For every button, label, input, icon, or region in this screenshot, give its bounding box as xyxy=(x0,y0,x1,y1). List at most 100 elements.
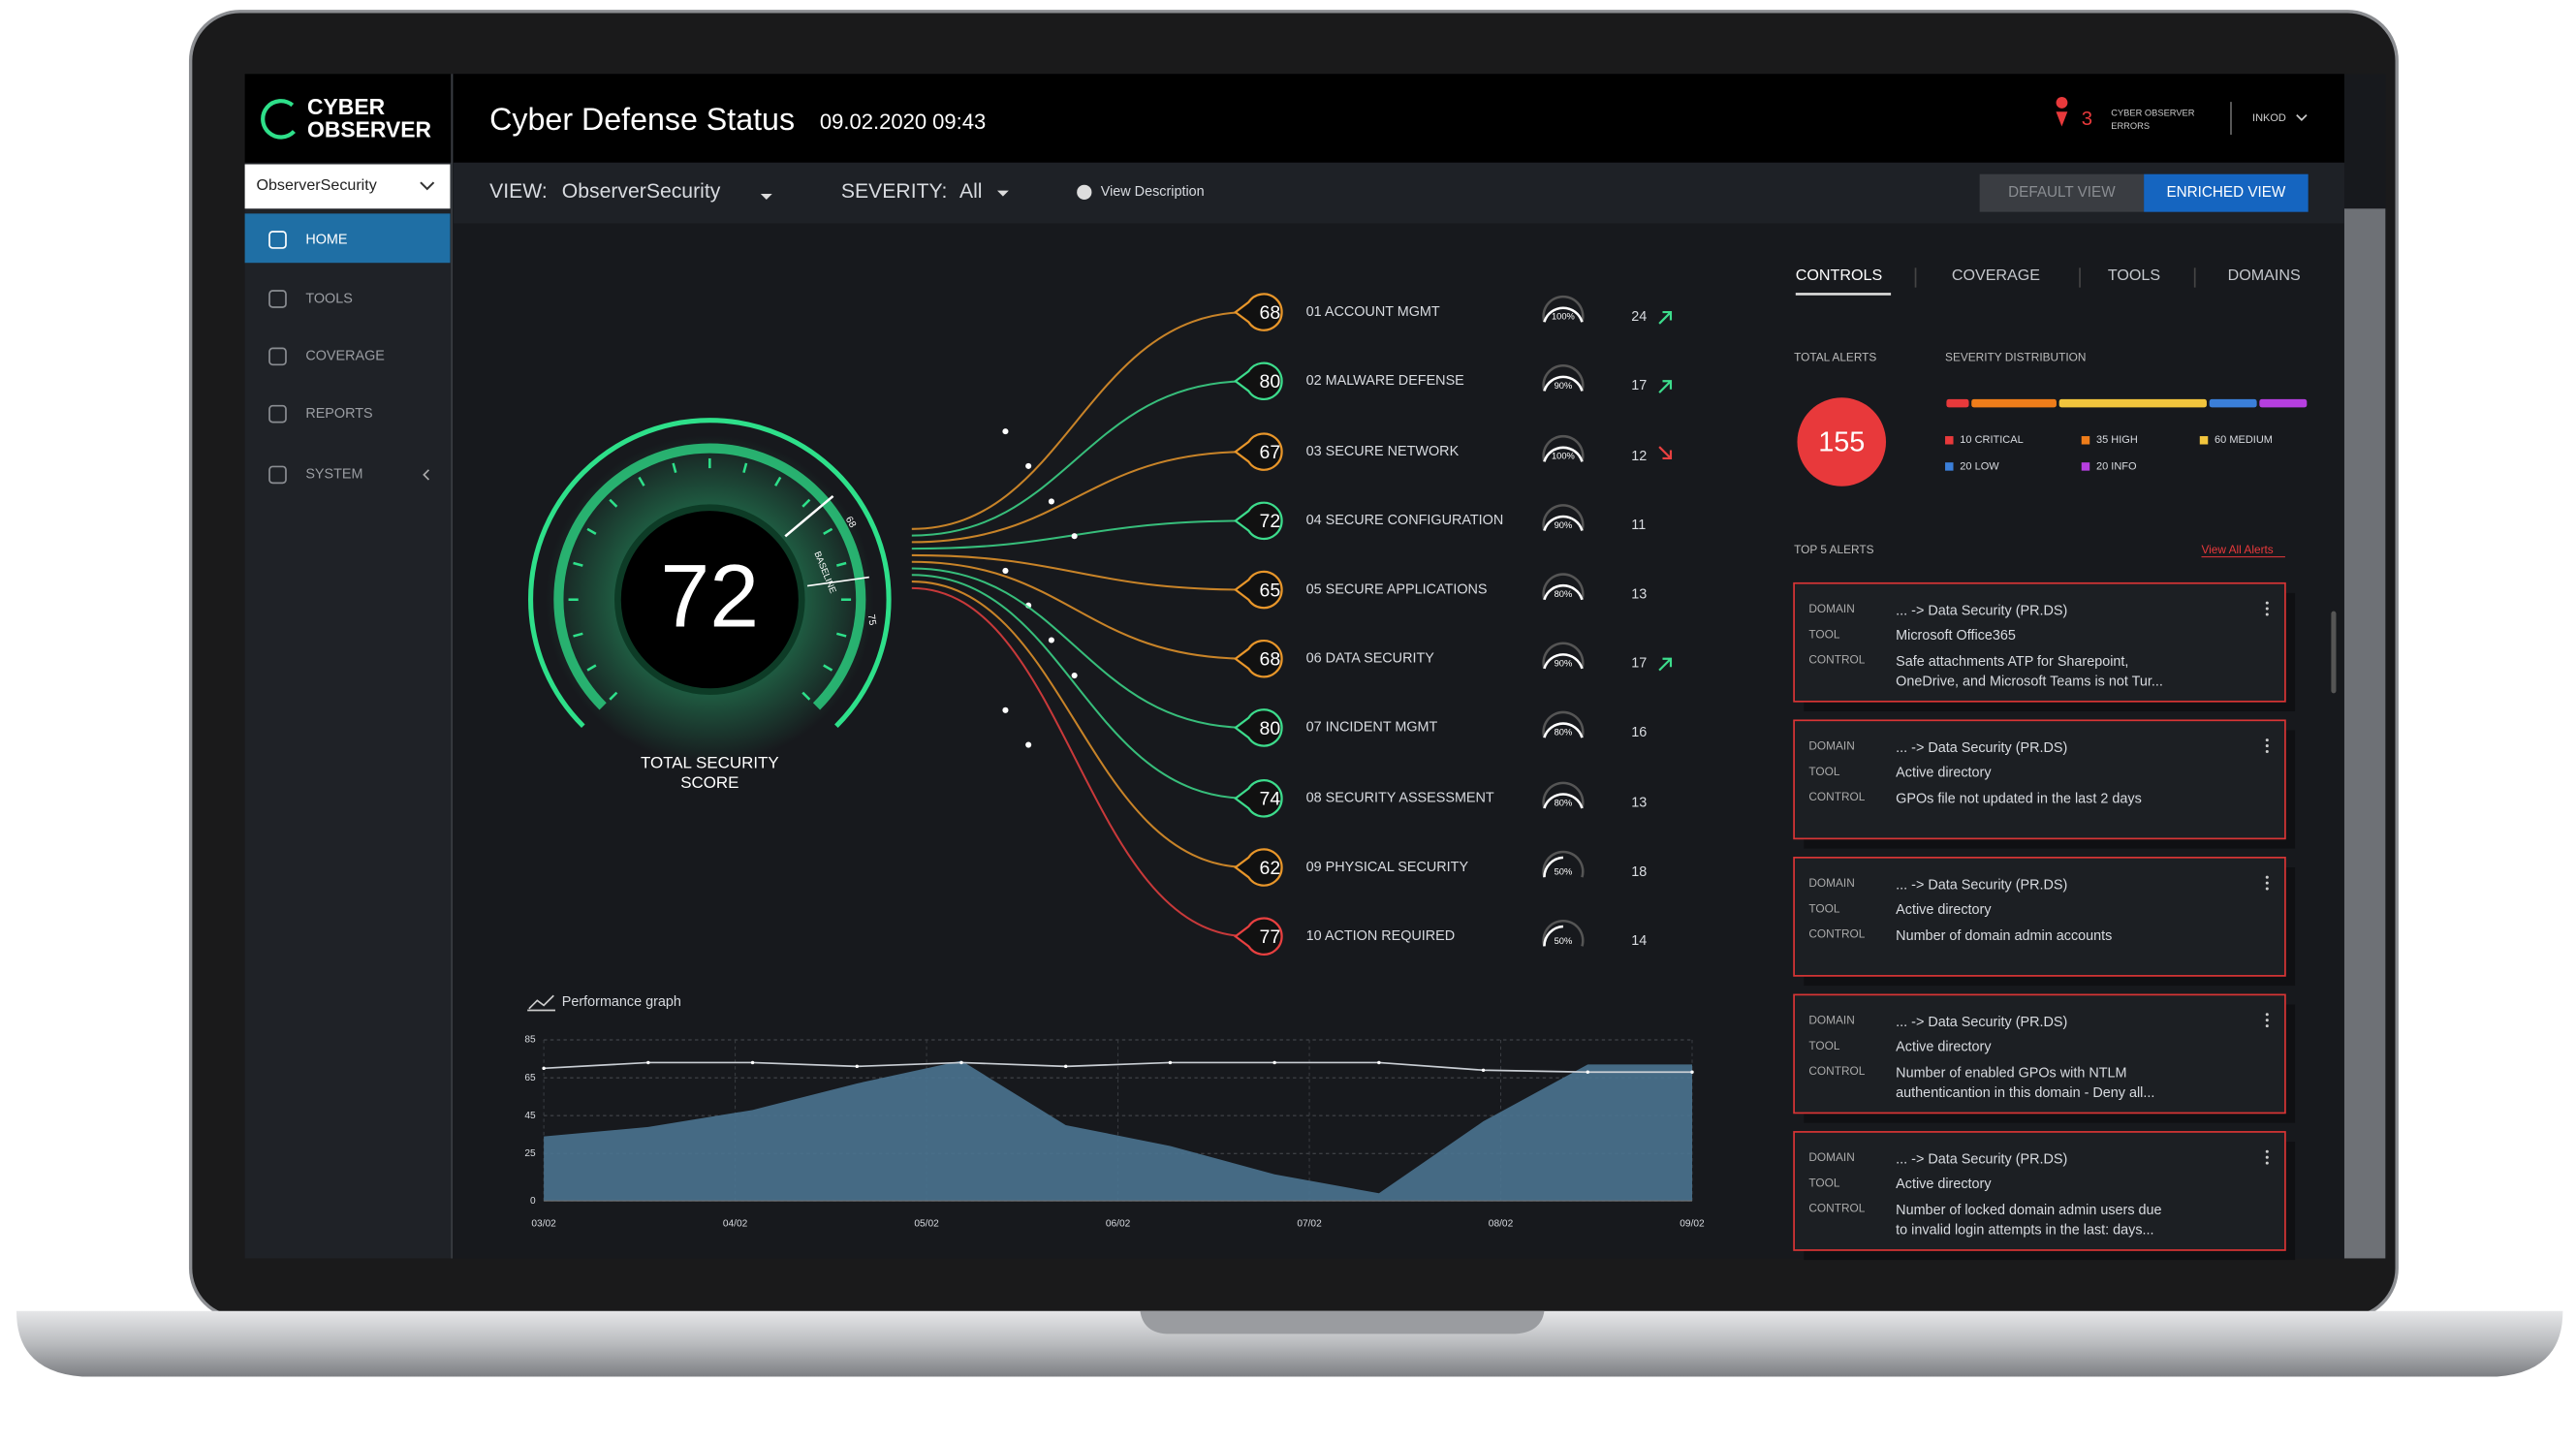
alert-card[interactable] xyxy=(1793,856,2286,977)
alert-card[interactable] xyxy=(1793,719,2286,840)
tab[interactable]: DOMAINS xyxy=(2228,267,2301,284)
control-score: 74 xyxy=(1260,789,1281,810)
legend-label: 35 HIGH xyxy=(2096,434,2138,446)
kebab-dot xyxy=(2265,1019,2269,1022)
nav-icon xyxy=(268,347,287,366)
field-label: DOMAIN xyxy=(1808,602,1854,615)
field-label: TOOL xyxy=(1808,765,1839,778)
coverage-track xyxy=(1542,504,1585,531)
line-point xyxy=(1481,1068,1486,1072)
errors-label: ERRORS xyxy=(2111,121,2150,131)
alert-card[interactable] xyxy=(1793,1131,2286,1251)
selector-text[interactable]: ObserverSecurity xyxy=(256,176,377,194)
coverage-arc xyxy=(1543,856,1564,878)
view-description[interactable]: View Description xyxy=(1101,184,1205,200)
alert-control: Number of locked domain admin users due xyxy=(1896,1203,2161,1218)
score-link xyxy=(911,380,1249,537)
alert-tool: Active directory xyxy=(1896,902,1992,918)
control-name[interactable]: 09 PHYSICAL SECURITY xyxy=(1306,860,1469,875)
score-badge xyxy=(1233,917,1283,956)
score-link xyxy=(911,581,1249,869)
score-link xyxy=(911,560,1249,660)
field-label: DOMAIN xyxy=(1808,739,1854,753)
gauge-tick xyxy=(672,462,677,474)
score-badge xyxy=(1233,640,1283,678)
gauge-tick xyxy=(586,664,597,672)
control-name[interactable]: 04 SECURE CONFIGURATION xyxy=(1306,513,1504,528)
tab[interactable]: TOOLS xyxy=(2108,267,2160,284)
control-name[interactable]: 02 MALWARE DEFENSE xyxy=(1306,373,1464,389)
alert-domain: ... -> Data Security (PR.DS) xyxy=(1896,1015,2067,1030)
kebab-dot xyxy=(2265,738,2269,742)
nav-item[interactable]: COVERAGE xyxy=(305,349,385,364)
coverage-percent: 90% xyxy=(1555,381,1573,391)
control-name[interactable]: 08 SECURITY ASSESSMENT xyxy=(1306,791,1494,806)
field-label: CONTROL xyxy=(1808,1064,1865,1078)
control-name[interactable]: 03 SECURE NETWORK xyxy=(1306,444,1460,459)
content: CYBER OBSERVER ObserverSecurity Cyber De… xyxy=(256,94,2308,1261)
trend-up xyxy=(1658,657,1673,672)
default-view-label[interactable]: DEFAULT VIEW xyxy=(2008,184,2116,201)
severity-segment xyxy=(2058,398,2207,408)
gauge-core xyxy=(614,504,805,696)
alert-card[interactable] xyxy=(1793,993,2286,1114)
coverage-arc xyxy=(1543,583,1584,601)
alert-control: Number of enabled GPOs with NTLM xyxy=(1896,1066,2126,1082)
tab[interactable]: CONTROLS xyxy=(1796,267,1882,284)
score-label: TOTAL SECURITY xyxy=(641,754,779,772)
base-notch xyxy=(1140,1310,1545,1334)
control-name[interactable]: 01 ACCOUNT MGMT xyxy=(1306,304,1440,320)
legend-label: 10 CRITICAL xyxy=(1960,434,2023,446)
nav-item[interactable]: SYSTEM xyxy=(305,467,362,483)
severity-segment xyxy=(2209,398,2257,408)
user[interactable]: INKOD xyxy=(2252,112,2286,124)
control-alerts: 17 xyxy=(1631,656,1647,672)
line-point xyxy=(1690,1070,1694,1074)
coverage-arc xyxy=(1543,306,1584,323)
view-all-link[interactable]: View All Alerts xyxy=(2201,543,2273,556)
nav-icon xyxy=(268,465,287,485)
control-name[interactable]: 06 DATA SECURITY xyxy=(1306,651,1435,667)
gauge-tick xyxy=(835,632,847,638)
score-link xyxy=(911,451,1249,544)
enriched-view-label[interactable]: ENRICHED VIEW xyxy=(2166,184,2285,201)
scrollbar xyxy=(2331,611,2337,694)
gauge-marker xyxy=(784,494,834,538)
tab[interactable]: COVERAGE xyxy=(1952,267,2040,284)
alert-tool: Active directory xyxy=(1896,1039,1992,1054)
default-view-button[interactable] xyxy=(1979,173,2145,212)
severity-label: SEVERITY: xyxy=(841,180,947,203)
gauge-outer-arc xyxy=(528,418,892,729)
control-name[interactable]: 07 INCIDENT MGMT xyxy=(1306,720,1438,736)
kebab-dot xyxy=(2265,1013,2269,1017)
coverage-track xyxy=(1542,364,1585,392)
view-value[interactable]: ObserverSecurity xyxy=(562,180,721,203)
errors-count[interactable]: 3 xyxy=(2082,109,2092,130)
view-label: VIEW: xyxy=(489,180,548,203)
coverage-track xyxy=(1542,710,1585,738)
alert-card[interactable] xyxy=(1793,581,2286,703)
brand: OBSERVER xyxy=(307,117,431,142)
brand: CYBER xyxy=(307,94,386,119)
control-name[interactable]: 10 ACTION REQUIRED xyxy=(1306,928,1456,944)
control-name[interactable]: 05 SECURE APPLICATIONS xyxy=(1306,581,1488,597)
score-badge xyxy=(1233,570,1283,610)
nav-item[interactable]: REPORTS xyxy=(305,406,372,422)
view-caret[interactable] xyxy=(760,194,772,200)
nav-item[interactable]: HOME xyxy=(305,232,347,247)
coverage-track xyxy=(1542,434,1585,462)
error-pin xyxy=(2056,97,2068,127)
kebab-dot xyxy=(2265,744,2269,748)
gauge-tick xyxy=(586,527,597,536)
nav-item[interactable]: TOOLS xyxy=(305,291,353,306)
selector[interactable] xyxy=(244,164,451,209)
score-badge xyxy=(1233,432,1283,471)
kebab-dot xyxy=(2265,607,2269,611)
graph-title: Performance graph xyxy=(562,994,681,1010)
coverage-arc xyxy=(1543,722,1584,738)
link-dot xyxy=(1048,637,1054,644)
severity-caret[interactable] xyxy=(996,190,1009,197)
x-tick-label: 05/02 xyxy=(914,1219,939,1230)
enriched-view-button[interactable] xyxy=(2144,173,2309,212)
severity-value[interactable]: All xyxy=(959,180,983,203)
